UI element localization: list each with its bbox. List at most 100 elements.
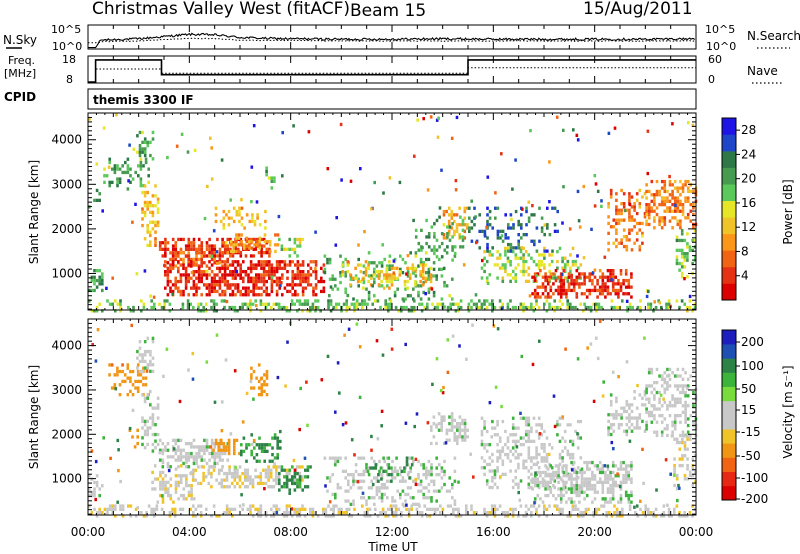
power-cell	[683, 302, 686, 306]
power-cell	[565, 295, 568, 299]
power-cell	[275, 302, 278, 306]
power-cell	[514, 279, 518, 283]
power-cell	[419, 284, 423, 288]
velocity-cell	[649, 511, 653, 515]
power-cell	[154, 223, 157, 228]
velocity-cell	[334, 463, 337, 467]
power-cell	[655, 206, 659, 210]
power-cell	[187, 251, 190, 255]
velocity-cell	[647, 414, 651, 418]
velocity-cell	[278, 471, 281, 476]
power-cell	[405, 305, 408, 310]
velocity-cell	[536, 460, 540, 465]
velocity-cell	[561, 511, 564, 515]
velocity-cell	[628, 507, 632, 511]
power-cell	[187, 247, 191, 251]
power-cell	[684, 179, 687, 184]
power-cell	[491, 305, 494, 310]
velocity-cell	[275, 471, 278, 476]
velocity-cell	[666, 404, 669, 408]
power-cell	[290, 302, 294, 306]
power-cell	[143, 137, 147, 141]
power-cell	[197, 237, 201, 242]
power-cell	[522, 259, 525, 264]
velocity-cell	[133, 445, 137, 449]
power-cell	[414, 235, 418, 239]
velocity-cell	[301, 507, 304, 511]
power-cell	[367, 274, 371, 278]
power-cell	[641, 231, 644, 235]
power-cell	[275, 260, 279, 264]
velocity-cell	[243, 485, 247, 489]
velocity-cell	[504, 511, 507, 515]
power-cell	[215, 309, 218, 313]
power-cell	[620, 208, 623, 212]
power-cell	[288, 283, 292, 287]
velocity-cell	[628, 419, 631, 423]
power-cell	[467, 305, 471, 310]
velocity-cell	[172, 447, 176, 451]
velocity-cell	[400, 469, 404, 473]
power-cell	[146, 207, 149, 211]
velocity-cell	[205, 360, 209, 364]
velocity-cell	[117, 469, 120, 473]
velocity-cell	[633, 390, 636, 394]
velocity-cell	[311, 511, 315, 515]
power-cell	[440, 168, 443, 172]
power-cell	[572, 278, 576, 283]
velocity-cell	[217, 442, 220, 446]
power-cell	[190, 247, 193, 251]
power-cell	[236, 283, 240, 287]
velocity-cell	[418, 504, 421, 508]
power-cell	[195, 261, 198, 265]
velocity-cell	[624, 480, 628, 484]
velocity-cell	[169, 497, 173, 501]
velocity-cell	[514, 469, 518, 473]
power-cell	[559, 282, 563, 286]
velocity-cell	[442, 385, 445, 390]
power-cell	[571, 246, 575, 250]
velocity-cell	[331, 456, 334, 460]
power-cell	[665, 305, 668, 310]
velocity-cell	[293, 475, 297, 479]
power-cell	[617, 292, 620, 296]
power-cell	[307, 130, 311, 134]
velocity-cell	[643, 393, 647, 397]
power-cell	[244, 247, 248, 251]
velocity-cell	[249, 481, 252, 486]
power-cell	[593, 204, 597, 208]
velocity-cell	[280, 465, 284, 469]
velocity-cell	[213, 400, 217, 404]
power-cell	[239, 273, 242, 277]
power-cell	[268, 254, 271, 258]
power-cell	[101, 278, 104, 283]
power-cell	[229, 270, 232, 274]
velocity-cell	[95, 474, 99, 478]
velocity-cell	[177, 445, 180, 449]
velocity-cell	[246, 471, 250, 476]
power-cell	[483, 302, 486, 306]
velocity-cell	[197, 445, 201, 449]
velocity-cell	[246, 468, 250, 472]
power-cell	[291, 286, 294, 290]
velocity-cell	[450, 422, 454, 426]
velocity-cell	[119, 479, 122, 484]
velocity-cell	[456, 441, 459, 446]
velocity-cell	[409, 456, 412, 460]
power-cell	[663, 183, 667, 187]
velocity-cell	[496, 433, 499, 437]
velocity-cell	[440, 469, 444, 473]
power-cell	[480, 266, 484, 270]
velocity-cell	[390, 479, 393, 483]
power-cell	[223, 283, 227, 287]
velocity-cell	[375, 476, 379, 480]
velocity-cell	[349, 473, 353, 477]
velocity-cell	[233, 448, 236, 452]
velocity-cell	[504, 472, 507, 476]
power-cell	[229, 249, 233, 254]
power-cell	[127, 305, 130, 310]
power-cell	[101, 209, 104, 213]
velocity-cell	[394, 511, 398, 515]
power-cell	[393, 290, 397, 295]
power-cell	[429, 115, 433, 119]
